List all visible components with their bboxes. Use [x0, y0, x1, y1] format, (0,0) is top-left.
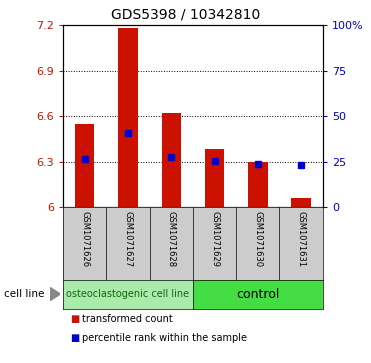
Text: ■: ■: [70, 333, 80, 343]
Text: GSM1071631: GSM1071631: [297, 211, 306, 267]
Text: percentile rank within the sample: percentile rank within the sample: [82, 333, 247, 343]
Text: ■: ■: [70, 314, 80, 325]
Text: transformed count: transformed count: [82, 314, 173, 325]
Text: control: control: [236, 287, 279, 301]
Text: GDS5398 / 10342810: GDS5398 / 10342810: [111, 7, 260, 21]
Text: GSM1071627: GSM1071627: [124, 211, 132, 267]
Text: GSM1071629: GSM1071629: [210, 211, 219, 266]
Text: osteoclastogenic cell line: osteoclastogenic cell line: [66, 289, 190, 299]
Bar: [118, 28, 138, 207]
Bar: [75, 124, 95, 207]
Bar: [291, 198, 311, 207]
Text: GSM1071628: GSM1071628: [167, 211, 176, 267]
Bar: [205, 150, 224, 207]
Polygon shape: [50, 287, 60, 301]
Text: cell line: cell line: [4, 289, 44, 299]
Bar: [248, 162, 267, 207]
Text: GSM1071630: GSM1071630: [253, 211, 262, 267]
Text: GSM1071626: GSM1071626: [80, 211, 89, 267]
Bar: [161, 113, 181, 207]
